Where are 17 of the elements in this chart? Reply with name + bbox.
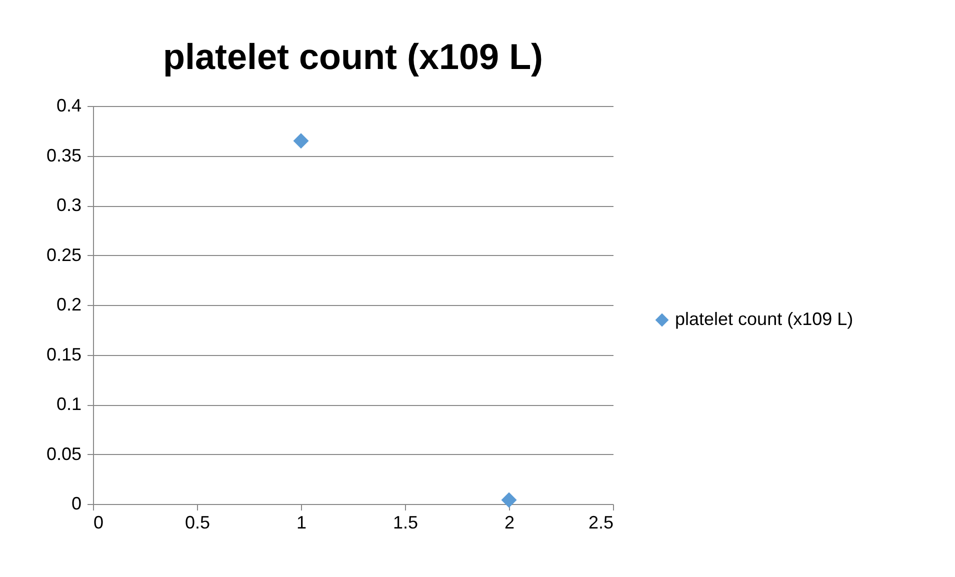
y-tick-label: 0.25 xyxy=(46,244,82,265)
chart-title: platelet count (x109 L) xyxy=(162,36,544,77)
x-tick-label: 2 xyxy=(504,512,515,532)
y-tick-label: 0.3 xyxy=(56,195,82,215)
y-tick-label: 0.1 xyxy=(56,394,82,414)
y-tick-label: 0.05 xyxy=(46,444,82,464)
y-tick-label: 0.35 xyxy=(46,145,82,166)
legend-label: platelet count (x109 L) xyxy=(675,309,854,329)
x-tick-label: 0.5 xyxy=(184,512,210,532)
y-tick-label: 0 xyxy=(71,494,82,514)
x-tick-label: 1.5 xyxy=(392,512,418,532)
y-tick-label: 0.4 xyxy=(56,96,82,116)
x-tick-label: 0 xyxy=(94,512,104,532)
x-tick-label: 2.5 xyxy=(588,512,614,532)
x-tick-label: 1 xyxy=(296,512,307,532)
y-tick-label: 0.15 xyxy=(46,344,82,364)
y-tick-label: 0.2 xyxy=(56,294,82,314)
